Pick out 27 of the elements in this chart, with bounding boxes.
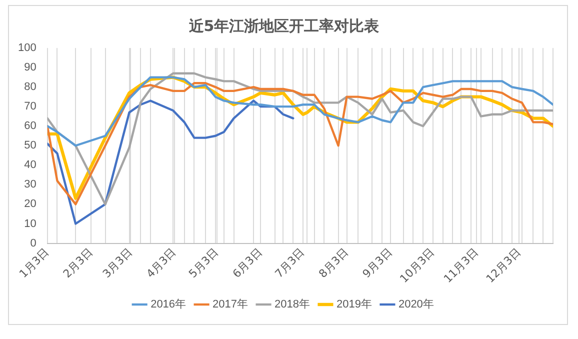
x-tick-label: 4月3日 [144,246,179,281]
x-tick-label: 12月3日 [484,246,524,286]
y-tick-label: 40 [24,159,36,172]
legend-label: 2019年 [336,298,372,311]
x-tick-label: 5月3日 [186,246,221,281]
legend-label: 2020年 [398,298,434,311]
x-tick-label: 2月3日 [60,246,96,281]
x-tick-label: 8月3日 [316,246,351,281]
y-tick-label: 70 [24,100,36,113]
y-tick-label: 10 [24,218,36,230]
legend-label: 2017年 [212,298,248,311]
legend-label: 2016年 [150,298,186,311]
y-tick-label: 60 [24,120,36,132]
x-tick-label: 6月3日 [230,246,265,281]
y-tick-label: 20 [24,198,36,210]
x-tick-label: 7月3日 [272,246,308,281]
legend-label: 2018年 [274,298,310,311]
y-tick-label: 30 [24,178,36,191]
x-tick-label: 9月3日 [360,246,395,281]
x-tick-label: 11月3日 [441,246,481,286]
x-tick-label: 10月3日 [397,246,438,286]
y-tick-label: 90 [24,62,36,74]
y-tick-label: 50 [24,140,36,152]
y-tick-label: 100 [18,42,36,54]
y-tick-label: 80 [24,81,36,94]
chart-title: 近5年江浙地区开工率对比表 [188,16,380,35]
x-tick-label: 3月3日 [100,246,135,281]
